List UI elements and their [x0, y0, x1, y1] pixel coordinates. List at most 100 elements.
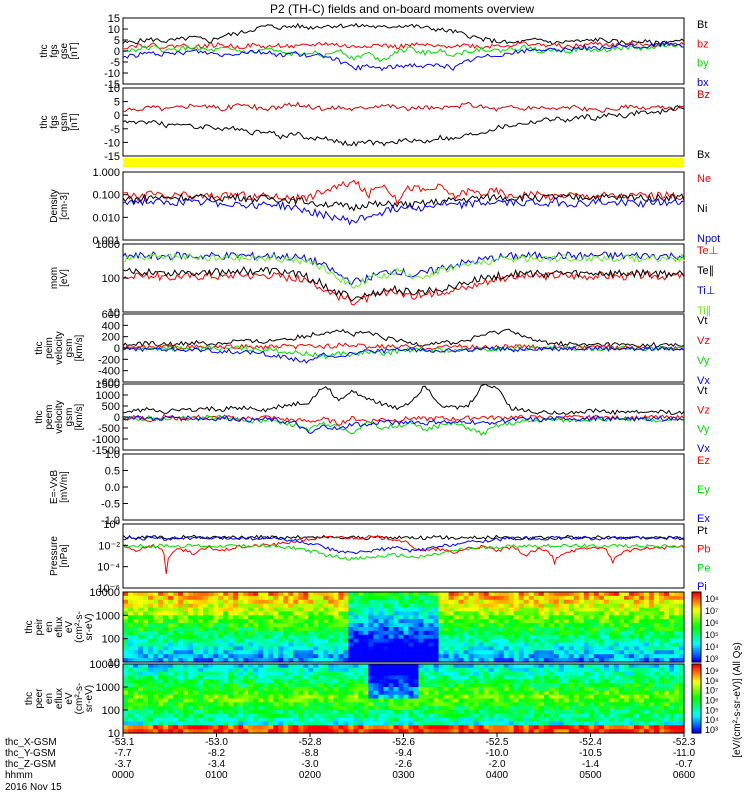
spectrogram-cell [398, 671, 405, 677]
spectrogram-cell [143, 646, 149, 651]
spectrogram-cell [558, 658, 565, 663]
spectrogram-cell [598, 607, 605, 613]
spectrogram-cell [223, 603, 229, 609]
spectrogram-cell [463, 607, 470, 613]
colorbar-label: [eV/(cm²-s-sr-eV)] (All Qs) [732, 642, 743, 758]
spectrogram-cell [633, 725, 640, 730]
spectrogram-cell [208, 611, 214, 616]
spectrogram-cell [283, 694, 289, 700]
spectrogram-cell [679, 630, 685, 636]
spectrogram-cell [338, 664, 344, 669]
spectrogram-cell [448, 706, 455, 711]
spectrogram-cell [298, 642, 304, 648]
spectrogram-cell [413, 658, 420, 663]
spectrogram-cell [393, 679, 400, 684]
spectrogram-cell [263, 664, 269, 669]
spectrogram-cell [583, 630, 590, 636]
spectrogram-cell [448, 694, 455, 700]
spectrogram-cell [533, 627, 540, 632]
spectrogram-cell [223, 638, 229, 644]
spectrogram-cell [513, 683, 520, 688]
spectrogram-cell [543, 646, 550, 651]
spectrogram-cell [528, 679, 535, 684]
spectrogram-cell [613, 717, 620, 723]
spectrogram-cell [363, 721, 369, 726]
spectrogram-cell [643, 623, 650, 628]
spectrogram-cell [318, 679, 324, 684]
spectrogram-cell [583, 658, 590, 663]
spectrogram-cell [378, 603, 385, 609]
spectrogram-cell [608, 627, 615, 632]
spectrogram-cell [173, 721, 179, 726]
spectrogram-cell [458, 706, 465, 711]
spectrogram-cell [428, 654, 435, 659]
spectrogram-cell [503, 721, 510, 726]
legend-entry: by [697, 58, 709, 70]
spectrogram-cell [198, 623, 204, 628]
spectrogram-cell [153, 717, 159, 723]
spectrogram-cell [333, 646, 339, 651]
spectrogram-cell [348, 683, 354, 688]
spectrogram-cell [433, 683, 440, 688]
spectrogram-cell [613, 713, 620, 719]
spectrogram-cell [233, 679, 239, 684]
spectrogram-cell [563, 646, 570, 651]
spectrogram-cell [398, 698, 405, 703]
spectrogram-cell [664, 683, 670, 688]
spectrogram-cell [173, 623, 179, 628]
spectrogram-cell [558, 679, 565, 684]
spectrogram-cell [483, 642, 490, 648]
spectrogram-cell [613, 630, 620, 636]
spectrogram-cell [538, 646, 545, 651]
spectrogram-cell [193, 603, 199, 609]
spectrogram-cell [493, 667, 500, 673]
spectrogram-cell [248, 729, 254, 734]
spectrogram-cell [388, 675, 395, 680]
spectrogram-cell [343, 687, 349, 692]
spectrogram-cell [588, 667, 595, 673]
spectrogram-cell [463, 664, 470, 669]
spectrogram-cell [653, 611, 660, 616]
spectrogram-cell [148, 698, 154, 703]
spectrogram-cell [123, 634, 129, 640]
spectrogram-cell [418, 607, 425, 613]
spectrogram-cell [153, 683, 159, 688]
spectrogram-cell [608, 706, 615, 711]
spectrogram-cell [143, 729, 149, 734]
spectrogram-cell [578, 671, 585, 677]
spectrogram-cell [468, 717, 475, 723]
spectrogram-cell [598, 721, 605, 726]
y-tick-label: 1000 [96, 682, 120, 694]
spectrogram-cell [613, 592, 620, 597]
spectrogram-cell [273, 694, 279, 700]
spectrogram-cell [343, 671, 349, 677]
spectrogram-cell [669, 698, 675, 703]
spectrogram-cell [648, 619, 655, 624]
spectrogram-cell [463, 690, 470, 696]
spectrogram-cell [313, 611, 319, 616]
spectrogram-cell [193, 725, 199, 730]
spectrogram-cell [628, 702, 635, 707]
spectrogram-cell [438, 698, 445, 703]
spectrogram-cell [243, 675, 249, 680]
spectrogram-cell [378, 690, 385, 696]
spectrogram-cell [258, 679, 264, 684]
spectrogram-cell [408, 638, 415, 644]
spectrogram-cell [323, 634, 329, 640]
spectrogram-cell [128, 615, 134, 620]
spectrogram-cell [533, 675, 540, 680]
spectrogram-cell [253, 729, 259, 734]
spectrogram-cell [373, 615, 379, 620]
spectrogram-cell [563, 683, 570, 688]
spectrogram-cell [578, 717, 585, 723]
spectrogram-cell [248, 607, 254, 613]
y-axis-label: peer [34, 688, 45, 709]
spectrogram-cell [538, 595, 545, 601]
spectrogram-cell [373, 713, 379, 719]
colorbar-cell [692, 730, 701, 734]
spectrogram-cell [648, 679, 655, 684]
spectrogram-cell [653, 650, 660, 655]
spectrogram-cell [218, 592, 224, 597]
spectrogram-cell [143, 721, 149, 726]
spectrogram-cell [373, 627, 379, 632]
